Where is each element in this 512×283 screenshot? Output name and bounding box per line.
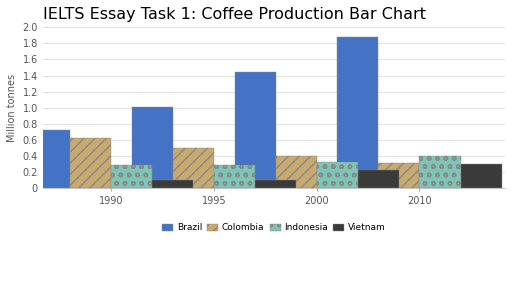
Bar: [337, 37, 378, 188]
Bar: [70, 138, 111, 188]
Legend: Brazil, Colombia, Indonesia, Vietnam: Brazil, Colombia, Indonesia, Vietnam: [159, 221, 388, 235]
Bar: [234, 72, 275, 188]
Bar: [460, 164, 502, 188]
Bar: [153, 180, 194, 188]
Bar: [132, 107, 173, 188]
Bar: [173, 148, 214, 188]
Bar: [378, 163, 419, 188]
Bar: [214, 165, 255, 188]
Text: IELTS Essay Task 1: Coffee Production Bar Chart: IELTS Essay Task 1: Coffee Production Ba…: [42, 7, 426, 22]
Bar: [29, 130, 70, 188]
Bar: [111, 165, 153, 188]
Y-axis label: Million tonnes: Million tonnes: [7, 74, 17, 142]
Bar: [419, 156, 460, 188]
Bar: [358, 170, 399, 188]
Bar: [275, 156, 317, 188]
Bar: [317, 162, 358, 188]
Bar: [255, 180, 296, 188]
